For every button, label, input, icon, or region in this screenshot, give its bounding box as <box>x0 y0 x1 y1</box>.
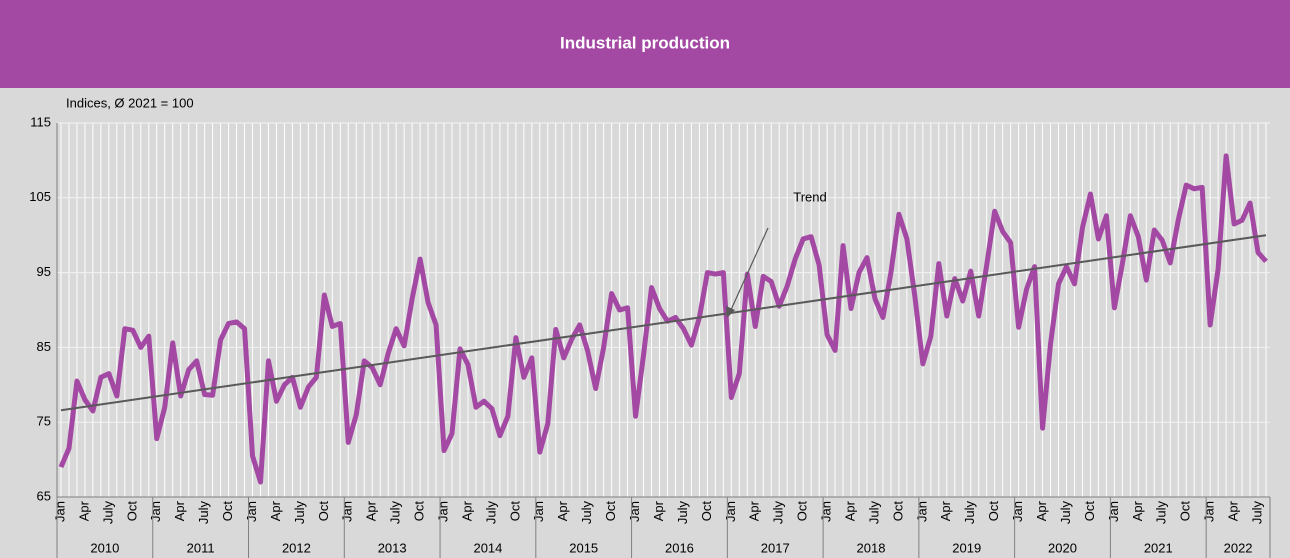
line-series <box>58 153 1268 485</box>
year-label: 2012 <box>282 540 311 555</box>
x-tick-label: Oct <box>1178 501 1193 522</box>
x-tick-label: Oct <box>220 501 235 522</box>
x-tick-label: Apr <box>172 500 187 521</box>
x-tick-label: Jan <box>340 501 355 522</box>
x-tick-label: Apr <box>747 500 762 521</box>
y-tick-label: 95 <box>37 264 51 279</box>
annotation-arrow <box>729 227 769 313</box>
x-tick-label: Apr <box>268 500 283 521</box>
x-tick-label: Apr <box>651 500 666 521</box>
x-tick-label: Jan <box>819 501 834 522</box>
year-label: 2022 <box>1224 540 1253 555</box>
x-tick-label: Oct <box>507 501 522 522</box>
x-tick-label: Oct <box>890 501 905 522</box>
annotation-arrowhead <box>726 306 735 318</box>
x-tick-label: Oct <box>124 501 139 522</box>
x-tick-label: Apr <box>1034 500 1049 521</box>
x-tick-label: July <box>962 501 977 525</box>
year-label: 2018 <box>857 540 886 555</box>
y-tick-label: 115 <box>30 114 51 129</box>
x-tick-label: Oct <box>699 501 714 522</box>
x-tick-label: Jan <box>52 501 67 522</box>
x-tick-label: Apr <box>842 500 857 521</box>
x-tick-label: Apr <box>1226 500 1241 521</box>
x-tick-label: Jan <box>1202 501 1217 522</box>
x-tick-label: July <box>100 501 115 525</box>
y-tick-label: 65 <box>37 488 51 503</box>
year-label: 2016 <box>665 540 694 555</box>
x-tick-label: Apr <box>555 500 570 521</box>
x-tick-label: Jan <box>435 501 450 522</box>
x-tick-label: July <box>1058 501 1073 525</box>
year-label: 2017 <box>761 540 790 555</box>
y-tick-label: 105 <box>29 189 51 204</box>
x-tick-label: Oct <box>986 501 1001 522</box>
x-tick-label: July <box>771 501 786 525</box>
x-tick-label: Oct <box>412 501 427 522</box>
x-tick-label: Jan <box>1106 501 1121 522</box>
x-tick-label: Apr <box>938 500 953 521</box>
x-tick-label: July <box>675 501 690 525</box>
x-tick-label: July <box>196 501 211 525</box>
x-tick-label: Jan <box>1010 501 1025 522</box>
x-tick-label: Jan <box>244 501 259 522</box>
x-tick-label: Oct <box>603 501 618 522</box>
year-label: 2010 <box>90 540 119 555</box>
year-label: 2021 <box>1144 540 1173 555</box>
x-tick-label: Jan <box>914 501 929 522</box>
x-tick-label: July <box>579 501 594 525</box>
y-tick-label: 85 <box>37 339 51 354</box>
x-tick-label: Jan <box>148 501 163 522</box>
x-tick-label: Apr <box>364 500 379 521</box>
x-tick-label: July <box>1249 501 1264 525</box>
x-tick-label: July <box>292 501 307 525</box>
subtitle: Indices, Ø 2021 = 100 <box>66 95 194 110</box>
trend-line <box>60 234 1267 412</box>
x-tick-label: July <box>1154 501 1169 525</box>
year-label: 2019 <box>952 540 981 555</box>
year-label: 2013 <box>378 540 407 555</box>
x-tick-label: July <box>388 501 403 525</box>
x-tick-label: Jan <box>531 501 546 522</box>
year-label: 2020 <box>1048 540 1077 555</box>
x-tick-label: Oct <box>795 501 810 522</box>
x-tick-label: July <box>866 501 881 525</box>
year-label: 2015 <box>569 540 598 555</box>
x-tick-label: July <box>483 501 498 525</box>
x-tick-label: Apr <box>1130 500 1145 521</box>
chart-title: Industrial production <box>560 33 730 52</box>
annotation: Trend <box>793 189 826 204</box>
y-tick-label: 75 <box>37 414 51 429</box>
x-tick-label: Jan <box>723 501 738 522</box>
x-tick-label: Apr <box>76 500 91 521</box>
x-tick-label: Jan <box>627 501 642 522</box>
header <box>0 0 1290 88</box>
x-tick-label: Apr <box>459 500 474 521</box>
x-tick-label: Oct <box>1082 501 1097 522</box>
year-label: 2011 <box>187 540 215 555</box>
year-label: 2014 <box>473 540 502 555</box>
x-tick-label: Oct <box>316 501 331 522</box>
